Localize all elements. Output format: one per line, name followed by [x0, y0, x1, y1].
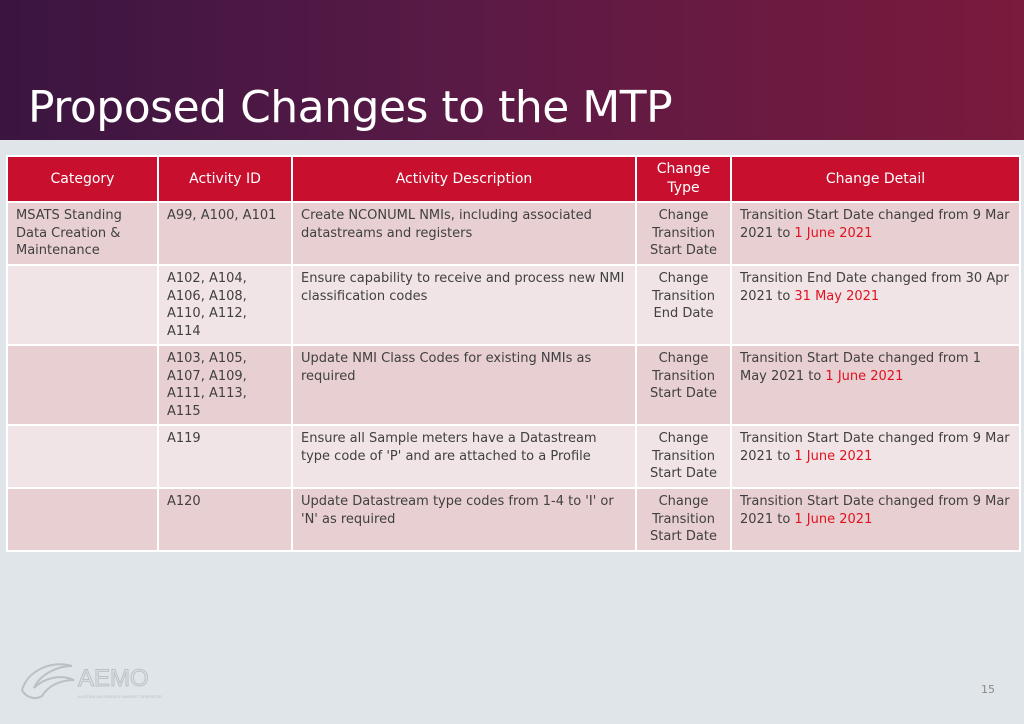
new-date: 31 May 2021 — [794, 288, 880, 304]
activity-id-cell: A103, A105, A107, A109, A111, A113, A115 — [157, 344, 293, 426]
change-detail-text: Transition End Date changed from 30 Apr … — [740, 271, 1009, 304]
aemo-logo: AEMO AUSTRALIAN ENERGY MARKET OPERATOR — [20, 663, 162, 699]
table-row: A119 Ensure all Sample meters have a Dat… — [6, 424, 1021, 489]
category-cell — [6, 264, 159, 346]
changes-table: Category Activity ID Activity Descriptio… — [6, 155, 1021, 552]
table-row: MSATS Standing Data Creation & Maintenan… — [6, 201, 1021, 266]
category-cell — [6, 424, 159, 489]
new-date: 1 June 2021 — [794, 448, 873, 464]
change-type-cell: Change Transition Start Date — [635, 344, 732, 426]
activity-id-cell: A102, A104, A106, A108, A110, A112, A114 — [157, 264, 293, 346]
category-cell: MSATS Standing Data Creation & Maintenan… — [6, 201, 159, 266]
column-header-category: Category — [6, 155, 159, 203]
change-detail-cell: Transition Start Date changed from 9 Mar… — [730, 201, 1021, 266]
new-date: 1 June 2021 — [825, 368, 904, 384]
category-cell — [6, 487, 159, 552]
new-date: 1 June 2021 — [794, 225, 873, 241]
page-number: 15 — [981, 683, 995, 696]
slide-title: Proposed Changes to the MTP — [28, 82, 673, 133]
activity-description-cell: Update Datastream type codes from 1-4 to… — [291, 487, 637, 552]
change-type-cell: Change Transition Start Date — [635, 487, 732, 552]
change-detail-text: Transition Start Date changed from 9 Mar… — [740, 494, 1010, 527]
change-detail-text: Transition Start Date changed from 9 Mar… — [740, 431, 1010, 464]
logo-wordmark: AEMO — [78, 665, 149, 692]
table-header-row: Category Activity ID Activity Descriptio… — [6, 155, 1021, 203]
column-header-change-detail: Change Detail — [730, 155, 1021, 203]
activity-description-cell: Ensure all Sample meters have a Datastre… — [291, 424, 637, 489]
change-type-cell: Change Transition Start Date — [635, 424, 732, 489]
change-type-cell: Change Transition Start Date — [635, 201, 732, 266]
table-row: A103, A105, A107, A109, A111, A113, A115… — [6, 344, 1021, 426]
activity-description-cell: Ensure capability to receive and process… — [291, 264, 637, 346]
title-banner — [0, 0, 1024, 140]
activity-description-cell: Update NMI Class Codes for existing NMIs… — [291, 344, 637, 426]
change-detail-cell: Transition Start Date changed from 1 May… — [730, 344, 1021, 426]
category-cell — [6, 344, 159, 426]
logo-tagline: AUSTRALIAN ENERGY MARKET OPERATOR — [78, 694, 162, 699]
activity-id-cell: A120 — [157, 487, 293, 552]
activity-id-cell: A119 — [157, 424, 293, 489]
new-date: 1 June 2021 — [794, 511, 873, 527]
activity-description-cell: Create NCONUML NMIs, including associate… — [291, 201, 637, 266]
table-row: A120 Update Datastream type codes from 1… — [6, 487, 1021, 552]
column-header-activity-id: Activity ID — [157, 155, 293, 203]
change-detail-cell: Transition Start Date changed from 9 Mar… — [730, 487, 1021, 552]
change-detail-text: Transition Start Date changed from 9 Mar… — [740, 208, 1010, 241]
column-header-change-type: Change Type — [635, 155, 732, 203]
change-detail-cell: Transition End Date changed from 30 Apr … — [730, 264, 1021, 346]
change-type-cell: Change Transition End Date — [635, 264, 732, 346]
table-row: A102, A104, A106, A108, A110, A112, A114… — [6, 264, 1021, 346]
logo-swirl-icon — [20, 663, 75, 699]
change-detail-text: Transition Start Date changed from 1 May… — [740, 351, 981, 384]
activity-id-cell: A99, A100, A101 — [157, 201, 293, 266]
change-detail-cell: Transition Start Date changed from 9 Mar… — [730, 424, 1021, 489]
column-header-activity-description: Activity Description — [291, 155, 637, 203]
